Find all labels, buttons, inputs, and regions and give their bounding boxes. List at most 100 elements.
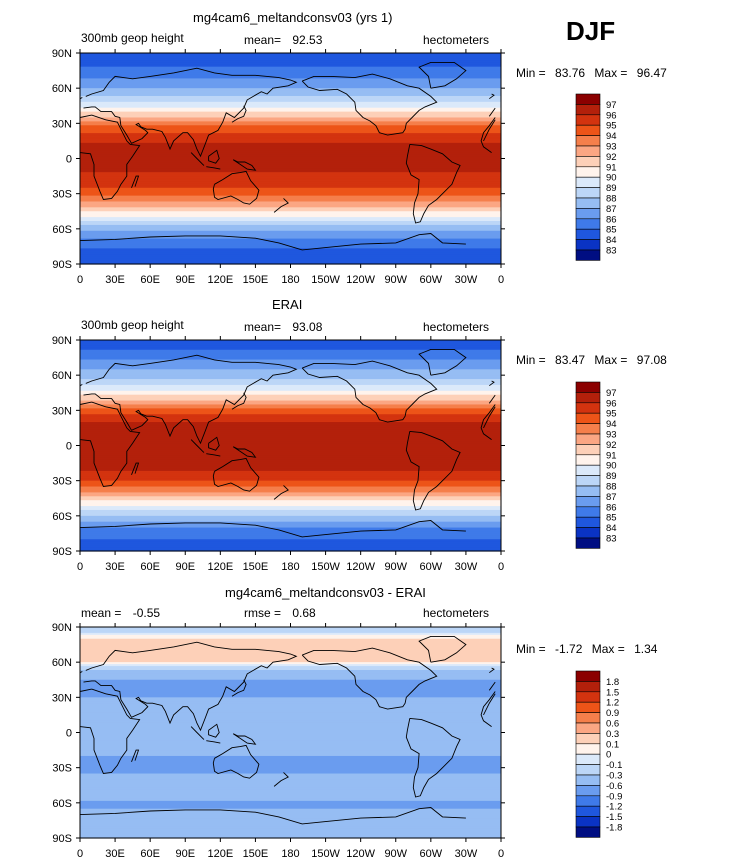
y-tick-label: 90S	[52, 546, 72, 558]
field-band	[80, 56, 501, 60]
coastline	[190, 152, 205, 166]
coastline	[190, 726, 205, 740]
colorbar-box	[575, 795, 601, 807]
y-tick-label: 30S	[52, 189, 72, 201]
field-band	[80, 654, 501, 657]
coastline	[208, 723, 220, 738]
field-band	[80, 658, 501, 661]
field-band	[80, 734, 501, 738]
panel2-title: ERAI	[272, 297, 303, 312]
coastline	[131, 462, 140, 475]
panel3-max-label: Max =	[591, 642, 625, 656]
field-band	[80, 127, 501, 130]
field-band	[80, 476, 501, 480]
field-band	[80, 459, 501, 462]
field-band	[80, 88, 501, 91]
field-band	[80, 390, 501, 394]
field-band	[80, 726, 501, 730]
colorbar-label: -0.9	[606, 791, 622, 802]
field-band	[80, 810, 501, 814]
field-band	[80, 720, 501, 724]
panel2-minmax: Min = 83.47 Max = 97.08	[516, 353, 667, 367]
colorbar-label: 88	[606, 482, 617, 493]
colorbar-box	[575, 104, 601, 116]
field-band	[80, 119, 501, 122]
colorbar-box	[575, 816, 601, 828]
panel3-rmse-value: 0.68	[292, 606, 316, 620]
field-band	[80, 262, 501, 265]
field-band	[80, 537, 501, 540]
field-band	[80, 669, 501, 673]
field-band	[80, 94, 501, 97]
field-band	[80, 236, 501, 240]
field-band	[80, 750, 501, 753]
field-band	[80, 386, 501, 390]
panel3-min-value: -1.72	[555, 642, 583, 656]
field-band	[80, 70, 501, 74]
field-band	[80, 367, 501, 370]
field-band	[80, 410, 501, 413]
field-band	[80, 197, 501, 201]
colorbar-label: 0.3	[606, 729, 619, 740]
field-band	[80, 250, 501, 253]
field-band	[80, 508, 501, 511]
x-tick-label: 120W	[346, 561, 375, 573]
field-band	[80, 547, 501, 550]
field-band	[80, 775, 501, 779]
field-band	[80, 693, 501, 696]
coastline	[208, 149, 220, 164]
coastline	[131, 175, 140, 188]
field-band	[80, 691, 501, 695]
coastline	[190, 439, 205, 453]
colorbar-box	[575, 464, 601, 476]
field-band	[80, 433, 501, 437]
field-band	[80, 494, 501, 497]
field-band	[80, 222, 501, 226]
field-band	[80, 504, 501, 507]
colorbar-box	[575, 537, 601, 549]
colorbar-box	[575, 475, 601, 487]
colorbar-label: 0.6	[606, 719, 619, 730]
x-tick-label: 60W	[420, 848, 443, 860]
colorbar-box	[575, 228, 601, 240]
x-tick-label: 150W	[311, 848, 340, 860]
field-band	[80, 627, 501, 630]
field-band	[80, 224, 501, 228]
field-band	[80, 418, 501, 421]
field-band	[80, 193, 501, 197]
colorbar-box	[575, 381, 601, 393]
colorbar-box	[575, 249, 601, 261]
field-band	[80, 695, 501, 698]
field-band	[80, 632, 501, 636]
field-band	[80, 234, 501, 238]
colorbar-box	[575, 774, 601, 786]
field-band	[80, 509, 501, 513]
field-band	[80, 80, 501, 83]
panel3-title: mg4cam6_meltandconsv03 - ERAI	[225, 585, 426, 600]
x-tick-label: 90E	[175, 848, 195, 860]
field-band	[80, 818, 501, 822]
coastline	[301, 360, 438, 423]
x-tick-label: 0	[77, 848, 83, 860]
field-band	[80, 105, 501, 109]
colorbar-label: 97	[606, 100, 617, 111]
field-band	[80, 238, 501, 242]
x-tick-label: 150E	[243, 561, 269, 573]
field-band	[80, 711, 501, 714]
coastline	[212, 170, 260, 205]
field-band	[80, 162, 501, 165]
field-band	[80, 785, 501, 788]
field-band	[80, 480, 501, 484]
field-band	[80, 205, 501, 208]
colorbar-box	[575, 805, 601, 817]
field-band	[80, 461, 501, 464]
field-band	[80, 814, 501, 818]
colorbar-box	[575, 392, 601, 404]
field-band	[80, 170, 501, 173]
coastline	[212, 744, 260, 779]
field-band	[80, 793, 501, 796]
coastline	[489, 380, 495, 387]
colorbar-label: 83	[606, 534, 617, 545]
field-band	[80, 744, 501, 747]
field-band	[80, 394, 501, 398]
